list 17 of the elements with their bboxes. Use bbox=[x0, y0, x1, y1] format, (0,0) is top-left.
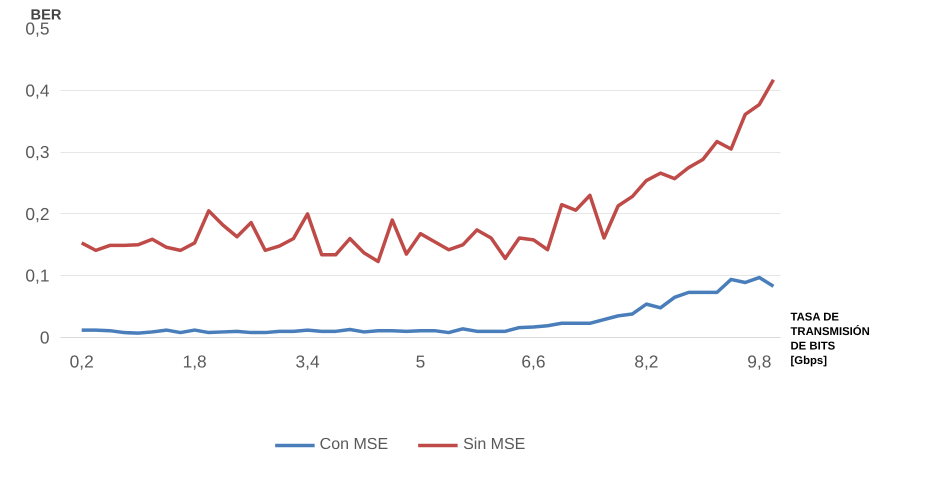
x-tick-label: 5 bbox=[416, 352, 426, 372]
y-tick-label: 0,1 bbox=[25, 266, 50, 286]
line-series bbox=[80, 276, 776, 335]
y-tick-label: 0,2 bbox=[25, 204, 50, 224]
y-tick-label: 0,4 bbox=[25, 80, 50, 100]
y-tick-label: 0,3 bbox=[25, 142, 50, 162]
x-tick-label: 0,2 bbox=[70, 352, 94, 372]
x-tick-label: 9,8 bbox=[747, 352, 772, 372]
line-series bbox=[80, 78, 776, 264]
y-tick-label: 0 bbox=[40, 328, 50, 348]
legend-label: Con MSE bbox=[320, 436, 388, 454]
x-axis-title: TASA DE TRANSMISIÓN DE BITS [Gbps] bbox=[790, 311, 870, 367]
x-tick-label: 6,6 bbox=[521, 352, 546, 372]
x-tick-label: 1,8 bbox=[182, 352, 207, 372]
x-tick-label: 8,2 bbox=[634, 352, 658, 372]
legend-label: Sin MSE bbox=[463, 436, 526, 454]
x-tick-label: 3,4 bbox=[296, 352, 320, 372]
